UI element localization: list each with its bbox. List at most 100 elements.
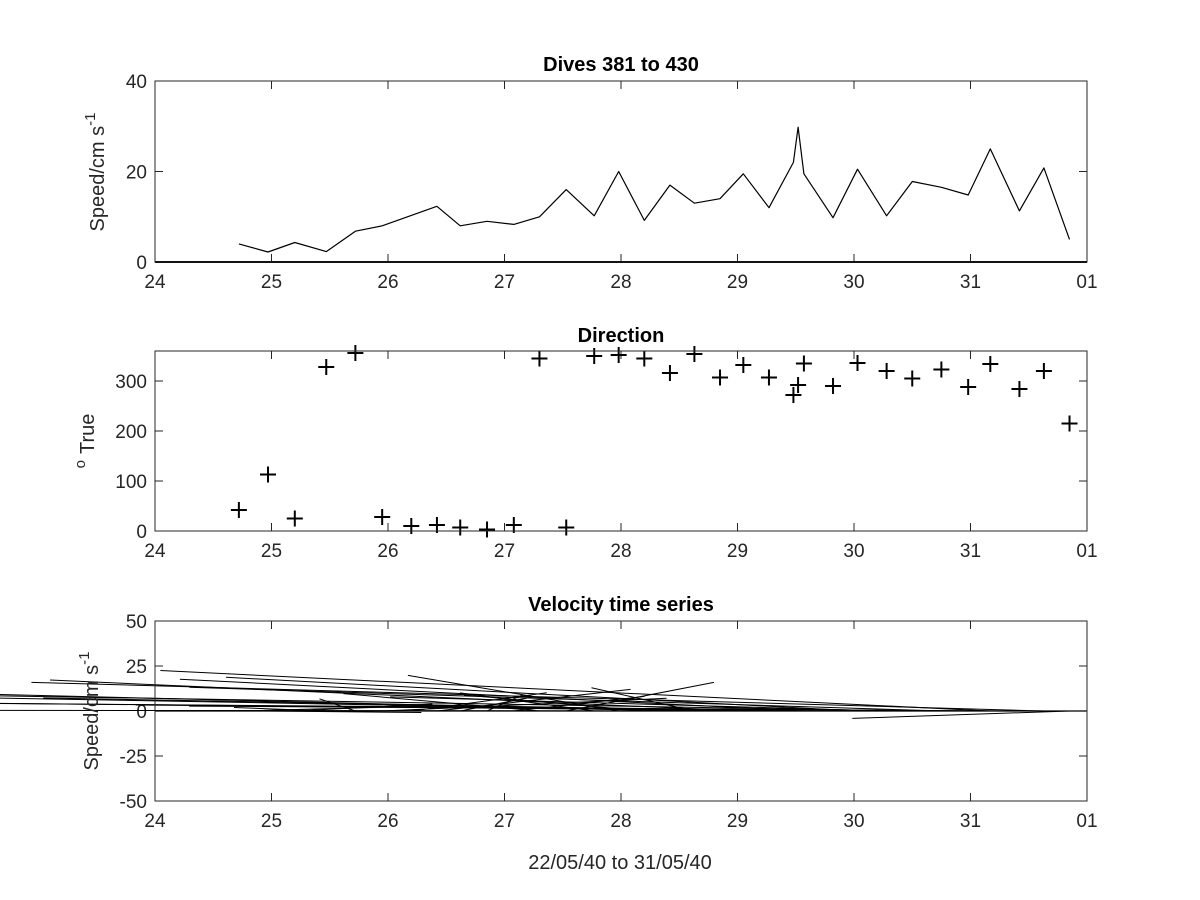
direction-point xyxy=(374,509,391,525)
velocity-panel-ticks: 24 25 26 27 28 29 30 31 01 -50 -25 0 25 50 xyxy=(120,612,1098,832)
direction-point xyxy=(505,517,522,533)
direction-panel-plot xyxy=(230,345,1078,538)
direction-point xyxy=(1011,381,1028,397)
direction-panel-ytick-label: 300 xyxy=(115,372,147,393)
direction-point xyxy=(347,345,364,361)
direction-panel-xtick-label: 29 xyxy=(727,541,748,562)
speed-panel-xtick-label: 24 xyxy=(144,272,166,293)
direction-point xyxy=(712,369,729,386)
velocity-panel-ytick-label: 50 xyxy=(126,612,147,633)
direction-panel: Direction 24 25 26 27 28 29 30 31 01 0 100 200 300 o… xyxy=(72,325,1098,562)
velocity-panel-ytick-label: 0 xyxy=(136,702,147,723)
velocity-panel-ytick-label: -50 xyxy=(120,792,147,813)
speed-panel-xtick-label: 29 xyxy=(727,272,748,293)
direction-point xyxy=(960,379,977,395)
velocity-panel-xtick-label: 01 xyxy=(1076,811,1097,832)
speed-series-line xyxy=(238,126,1071,253)
direction-panel-ylabel-degree: o xyxy=(72,460,89,468)
direction-panel-xtick-label: 26 xyxy=(377,541,398,562)
direction-point xyxy=(661,365,678,381)
speed-panel-xtick-label: 01 xyxy=(1076,272,1097,293)
direction-point xyxy=(849,355,866,371)
velocity-panel-xtick-label: 25 xyxy=(261,811,282,832)
direction-point xyxy=(452,519,469,536)
speed-panel-xtick-label: 28 xyxy=(610,272,631,293)
speed-panel-title: Dives 381 to 430 xyxy=(543,54,699,76)
direction-point xyxy=(760,369,777,386)
direction-point xyxy=(230,502,247,518)
direction-point xyxy=(1061,415,1078,432)
direction-panel-ytick-label: 100 xyxy=(115,472,147,493)
velocity-panel-ytick-label: -25 xyxy=(120,747,147,768)
direction-point xyxy=(790,377,807,393)
velocity-panel-xtick-label: 26 xyxy=(377,811,398,832)
velocity-panel-plot xyxy=(0,670,1087,719)
direction-point xyxy=(1035,363,1052,379)
velocity-stick xyxy=(390,696,887,712)
direction-point xyxy=(825,378,842,394)
velocity-stick xyxy=(0,709,794,712)
speed-panel-frame xyxy=(154,80,1088,263)
direction-panel-ytick-label: 0 xyxy=(136,522,147,543)
velocity-panel-ylabel-text: Speed/cm s xyxy=(81,665,103,771)
direction-panel-title: Direction xyxy=(578,325,665,347)
direction-panel-xtick-label: 24 xyxy=(144,541,166,562)
velocity-stick xyxy=(0,695,913,712)
direction-panel-xtick-label: 30 xyxy=(843,541,864,562)
velocity-panel-title: Velocity time series xyxy=(528,594,714,616)
velocity-stick xyxy=(189,686,942,712)
direction-point xyxy=(933,361,950,378)
velocity-panel-xtick-label: 30 xyxy=(843,811,864,832)
direction-point xyxy=(260,466,277,483)
direction-point xyxy=(286,510,303,527)
speed-panel-ytick-label: 20 xyxy=(126,163,147,184)
direction-point xyxy=(878,363,895,379)
direction-point xyxy=(785,387,802,403)
velocity-stick xyxy=(160,670,991,712)
direction-point xyxy=(479,521,496,538)
direction-point xyxy=(982,356,999,372)
direction-point xyxy=(531,350,548,367)
velocity-panel-frame xyxy=(154,620,1088,802)
direction-point xyxy=(318,359,335,375)
velocity-panel-xtick-label: 24 xyxy=(144,811,166,832)
velocity-panel: Velocity time series 24 25 26 27 28 29 30 31 01 -… xyxy=(0,594,1098,832)
speed-panel-xtick-label: 26 xyxy=(377,272,398,293)
direction-panel-xtick-label: 28 xyxy=(610,541,631,562)
direction-panel-xtick-label: 25 xyxy=(261,541,282,562)
direction-panel-xtick-label: 01 xyxy=(1076,541,1097,562)
velocity-panel-xtick-label: 27 xyxy=(494,811,515,832)
velocity-panel-ytick-label: 25 xyxy=(126,657,147,678)
speed-panel-xtick-label: 31 xyxy=(960,272,981,293)
speed-panel-ticks: 24 25 26 27 28 29 30 31 01 0 20 40 xyxy=(126,72,1098,293)
speed-panel: Dives 381 to 430 24 25 26 27 28 29 30 31 01 0 20 40… xyxy=(82,54,1098,293)
velocity-panel-xtick-label: 31 xyxy=(960,811,981,832)
velocity-panel-ylabel: Speed/cm s-1 xyxy=(76,652,103,771)
direction-point xyxy=(735,357,752,373)
direction-point xyxy=(610,347,627,363)
speed-panel-ylabel-exponent: -1 xyxy=(82,113,99,126)
speed-panel-ylabel: Speed/cm s-1 xyxy=(82,113,109,232)
shared-xlabel: 22/05/40 to 31/05/40 xyxy=(528,852,712,874)
direction-panel-xtick-label: 31 xyxy=(960,541,981,562)
direction-point xyxy=(795,355,812,372)
speed-panel-ylabel-text: Speed/cm s xyxy=(87,126,109,232)
direction-point xyxy=(686,346,703,362)
speed-panel-ytick-label: 40 xyxy=(126,72,147,93)
velocity-panel-ylabel-exponent: -1 xyxy=(76,652,93,665)
direction-panel-ylabel: o True xyxy=(72,414,99,469)
speed-panel-ytick-label: 0 xyxy=(136,253,147,274)
direction-point xyxy=(558,519,575,536)
velocity-panel-xtick-label: 29 xyxy=(727,811,748,832)
direction-point xyxy=(428,517,445,533)
speed-panel-xtick-label: 30 xyxy=(843,272,864,293)
velocity-stick xyxy=(267,710,422,714)
direction-panel-ticks: 24 25 26 27 28 29 30 31 01 0 100 200 300 xyxy=(115,351,1098,562)
speed-panel-xtick-label: 25 xyxy=(261,272,282,293)
direction-point xyxy=(636,350,653,367)
velocity-stick xyxy=(189,705,1020,712)
direction-panel-ytick-label: 200 xyxy=(115,422,147,443)
velocity-stick xyxy=(31,681,1044,712)
